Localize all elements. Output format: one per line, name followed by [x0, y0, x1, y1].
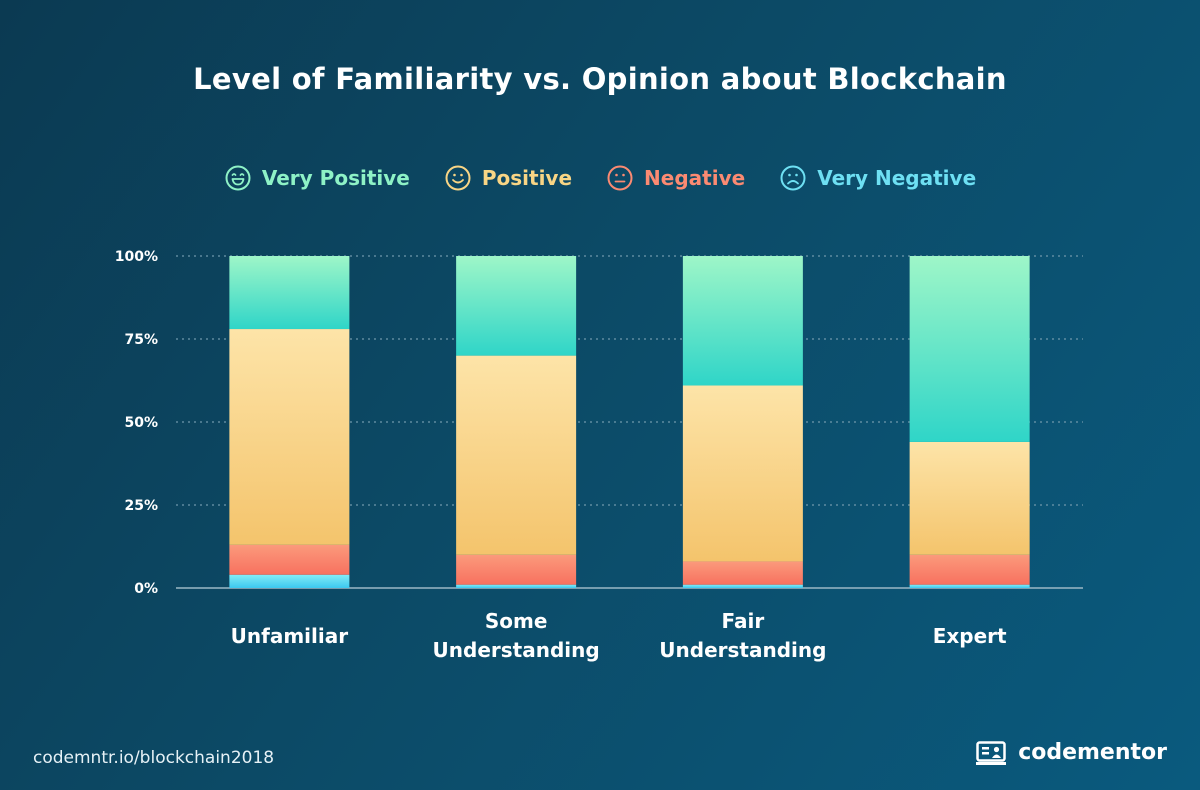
x-category-label: Expert	[933, 624, 1007, 648]
legend: Very Positive Positive Negative Very Neg…	[0, 164, 1200, 192]
legend-item-very-positive: Very Positive	[224, 164, 410, 192]
y-tick-label: 75%	[124, 332, 158, 348]
bar-segment-very-negative	[456, 584, 577, 588]
bar-segment-very-positive	[682, 256, 803, 386]
bar-segment-very-negative	[229, 574, 350, 588]
bar-segment-very-positive	[229, 256, 350, 330]
bar-segment-negative	[909, 554, 1030, 585]
bar-segment-very-positive	[909, 256, 1030, 442]
legend-label-negative: Negative	[644, 166, 746, 190]
very-positive-face-icon	[225, 165, 251, 191]
y-tick-label: 25%	[124, 498, 158, 514]
legend-item-negative: Negative	[606, 164, 745, 192]
bar-segment-negative	[229, 544, 350, 575]
bar-segment-negative	[456, 554, 577, 585]
bar-segment-very-negative	[909, 584, 1030, 588]
y-tick-label: 100%	[115, 249, 158, 265]
y-tick-label: 0%	[134, 581, 158, 597]
stacked-bar-chart: 0% 25% 50% 75% 100% Unfamiliar Some Understandi…	[115, 249, 1083, 662]
legend-item-positive: Positive	[444, 164, 572, 192]
codementor-logo-icon	[976, 740, 1007, 765]
bar-segment-positive	[456, 355, 577, 555]
y-tick-label: 50%	[124, 415, 158, 431]
bar-segment-positive	[682, 385, 803, 562]
negative-face-icon	[607, 165, 633, 191]
positive-face-icon	[445, 165, 471, 191]
bar-segment-very-negative	[682, 584, 803, 588]
brand-name: codementor	[1018, 740, 1167, 765]
bar-segment-negative	[682, 561, 803, 585]
chart-title: Level of Familiarity vs. Opinion about B…	[193, 62, 1007, 96]
legend-label-very-negative: Very Negative	[817, 166, 977, 190]
legend-label-very-positive: Very Positive	[261, 166, 410, 190]
legend-item-very-negative: Very Negative	[779, 164, 976, 192]
brand: codementor	[976, 740, 1167, 765]
source-url: codemntr.io/blockchain2018	[33, 748, 275, 768]
x-category-label: Fair Understanding	[659, 609, 826, 662]
x-category-label: Some Understanding	[433, 609, 600, 662]
bar-segment-positive	[229, 329, 350, 545]
bar-segment-positive	[909, 441, 1030, 555]
x-category-label: Unfamiliar	[231, 624, 349, 648]
legend-label-positive: Positive	[481, 166, 573, 190]
very-negative-face-icon	[780, 165, 806, 191]
bar-segment-very-positive	[456, 256, 577, 356]
